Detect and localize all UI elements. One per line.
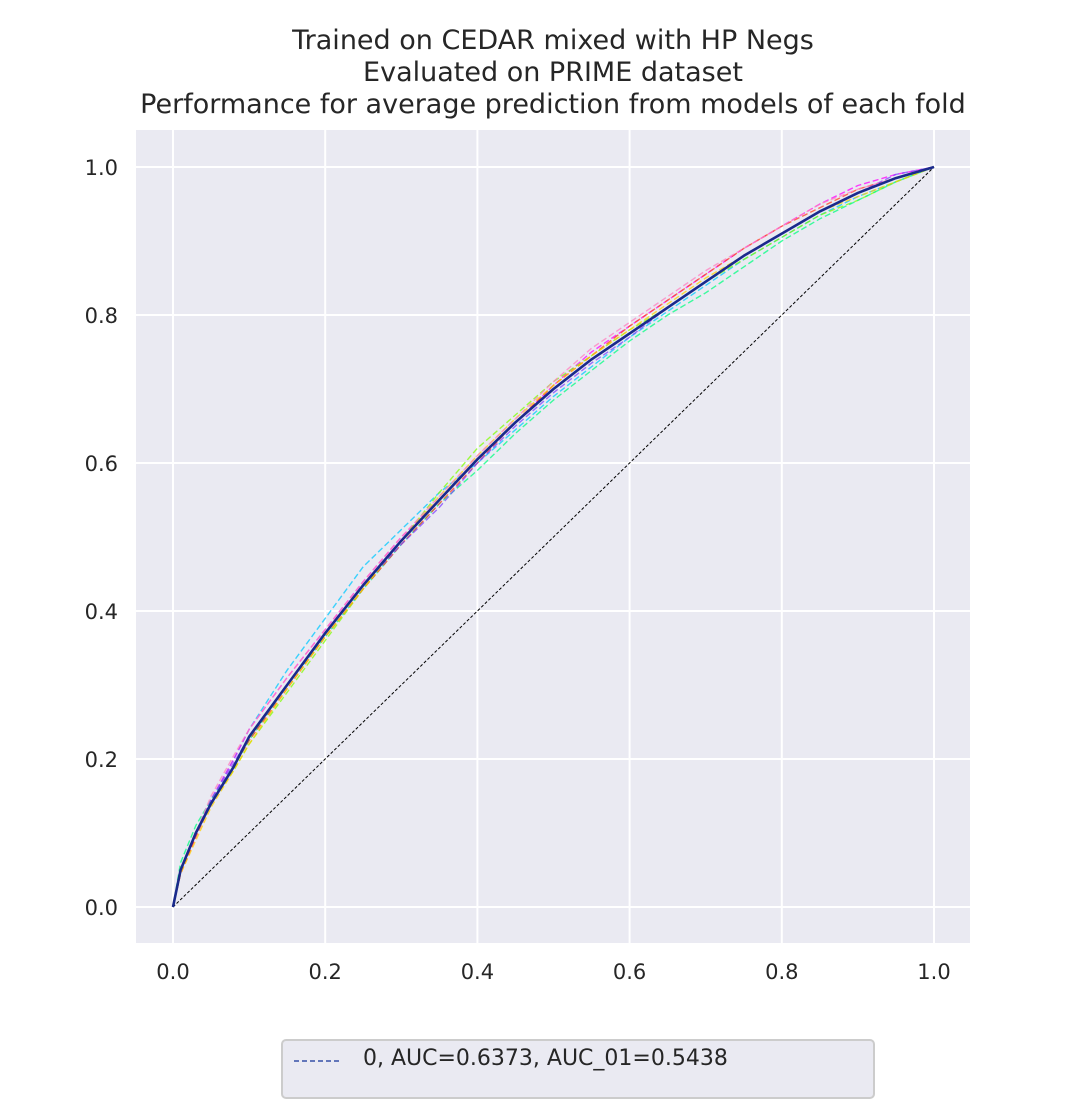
chance-reference-line [172,166,935,908]
y-tick-label: 0.2 [85,748,118,772]
x-tick-label: 0.0 [156,960,189,984]
roc-curves [171,165,935,908]
legend-swatch-series-0 [294,1060,342,1062]
x-axis-tick-labels: 0.0 0.2 0.4 0.6 0.8 1.0 [156,960,950,984]
legend: 0, AUC=0.6373, AUC_01=0.5438 [281,1039,875,1099]
chart-title-line-3: Performance for average prediction from … [140,89,966,120]
roc-curve-fold-8 [172,166,935,908]
y-tick-label: 1.0 [85,156,118,180]
roc-curve-fold-7 [172,166,935,908]
chart-title-line-2: Evaluated on PRIME dataset [363,57,743,88]
x-tick-label: 1.0 [917,960,950,984]
y-tick-label: 0.8 [85,304,118,328]
x-tick-label: 0.4 [461,960,494,984]
x-tick-label: 0.2 [308,960,341,984]
plot-area [136,130,970,943]
y-tick-label: 0.6 [85,452,118,476]
grid-lines [136,130,970,943]
x-tick-label: 0.6 [613,960,646,984]
y-tick-label: 0.0 [85,896,118,920]
chart-title-line-1: Trained on CEDAR mixed with HP Negs [291,25,814,56]
y-tick-label: 0.4 [85,600,118,624]
x-tick-label: 0.8 [765,960,798,984]
y-axis-tick-labels: 0.0 0.2 0.4 0.6 0.8 1.0 [85,156,118,920]
legend-label-series-0: 0, AUC=0.6373, AUC_01=0.5438 [363,1046,728,1071]
roc-curve-mean [171,165,935,908]
